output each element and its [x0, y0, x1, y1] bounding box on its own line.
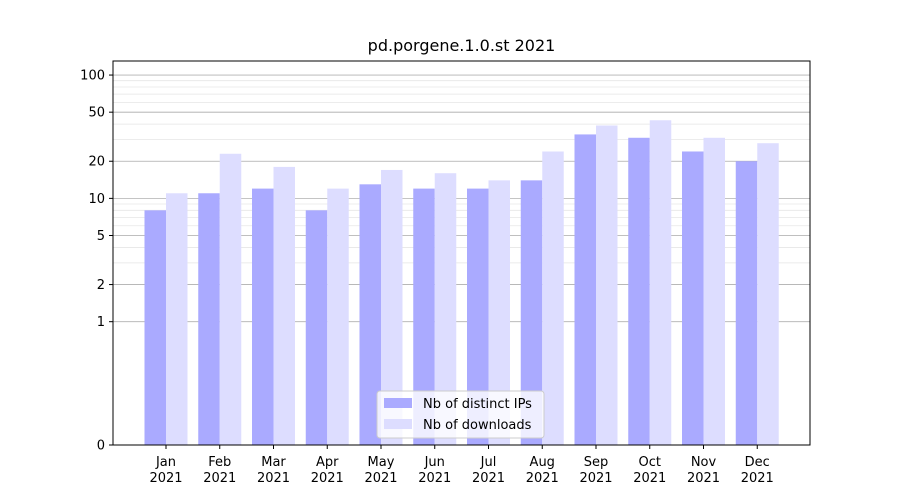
x-tick-label: Dec 2021: [741, 455, 774, 486]
bar-distinct-ips: [413, 188, 435, 446]
bar-downloads: [703, 137, 725, 445]
x-tick-label: Feb 2021: [203, 455, 236, 486]
legend-swatch-distinct-ips: [384, 398, 412, 408]
x-tick-label: Aug 2021: [526, 455, 559, 486]
x-tick-label: Oct 2021: [633, 455, 666, 486]
x-tick-label: Jul 2021: [472, 455, 505, 486]
x-tick-label: Jan 2021: [149, 455, 182, 486]
x-tick-label: May 2021: [364, 455, 397, 486]
bar-distinct-ips: [198, 193, 220, 445]
bar-downloads: [488, 180, 510, 445]
legend-swatch-downloads: [384, 419, 412, 429]
bar-downloads: [542, 151, 564, 445]
bar-downloads: [219, 153, 242, 445]
bars: [144, 120, 779, 446]
bar-downloads: [649, 120, 672, 445]
bar-downloads: [381, 169, 403, 445]
y-tick-label: 2: [97, 278, 105, 293]
bar-downloads: [434, 173, 457, 446]
bar-downloads: [273, 166, 295, 445]
bar-distinct-ips: [735, 161, 758, 445]
x-tick-label: Jun 2021: [418, 455, 451, 486]
bar-distinct-ips: [305, 210, 328, 445]
y-tick-label: 100: [80, 69, 105, 84]
plot-frame: [112, 60, 811, 446]
y-tick-label: 5: [97, 229, 105, 244]
y-tick-label: 1: [97, 315, 105, 330]
x-axis: Jan 2021 Feb 2021 Mar 2021 Apr 2021 May 2021 Jun 20…: [149, 445, 774, 486]
legend-label-downloads: Nb of downloads: [423, 418, 532, 433]
x-tick-label: Sep 2021: [579, 455, 612, 486]
y-tick-label: 20: [88, 155, 105, 170]
bar-distinct-ips: [252, 188, 274, 446]
bar-distinct-ips: [520, 180, 543, 445]
chart-title: pd.porgene.1.0.st 2021: [368, 36, 556, 55]
y-tick-label: 10: [88, 192, 105, 207]
bar-downloads: [166, 193, 188, 445]
y-tick-label: 50: [88, 106, 105, 121]
y-axis: 0 1 2 5 10 20 50 100: [80, 69, 113, 454]
legend-label-distinct-ips: Nb of distinct IPs: [423, 397, 532, 412]
x-tick-label: Nov 2021: [687, 455, 720, 486]
y-tick-label: 0: [97, 439, 105, 454]
bar-downloads: [596, 125, 618, 445]
bar-downloads: [757, 143, 779, 445]
x-tick-label: Mar 2021: [257, 455, 290, 486]
bar-distinct-ips: [574, 134, 596, 446]
bar-distinct-ips: [628, 137, 650, 445]
bar-downloads: [327, 188, 349, 446]
bar-distinct-ips: [144, 210, 166, 445]
x-tick-label: Apr 2021: [311, 455, 344, 486]
legend: Nb of distinct IPs Nb of downloads: [376, 390, 545, 439]
bar-distinct-ips: [359, 184, 381, 445]
bar-distinct-ips: [682, 151, 704, 445]
legend-frame: [376, 390, 545, 439]
bar-distinct-ips: [467, 188, 489, 446]
